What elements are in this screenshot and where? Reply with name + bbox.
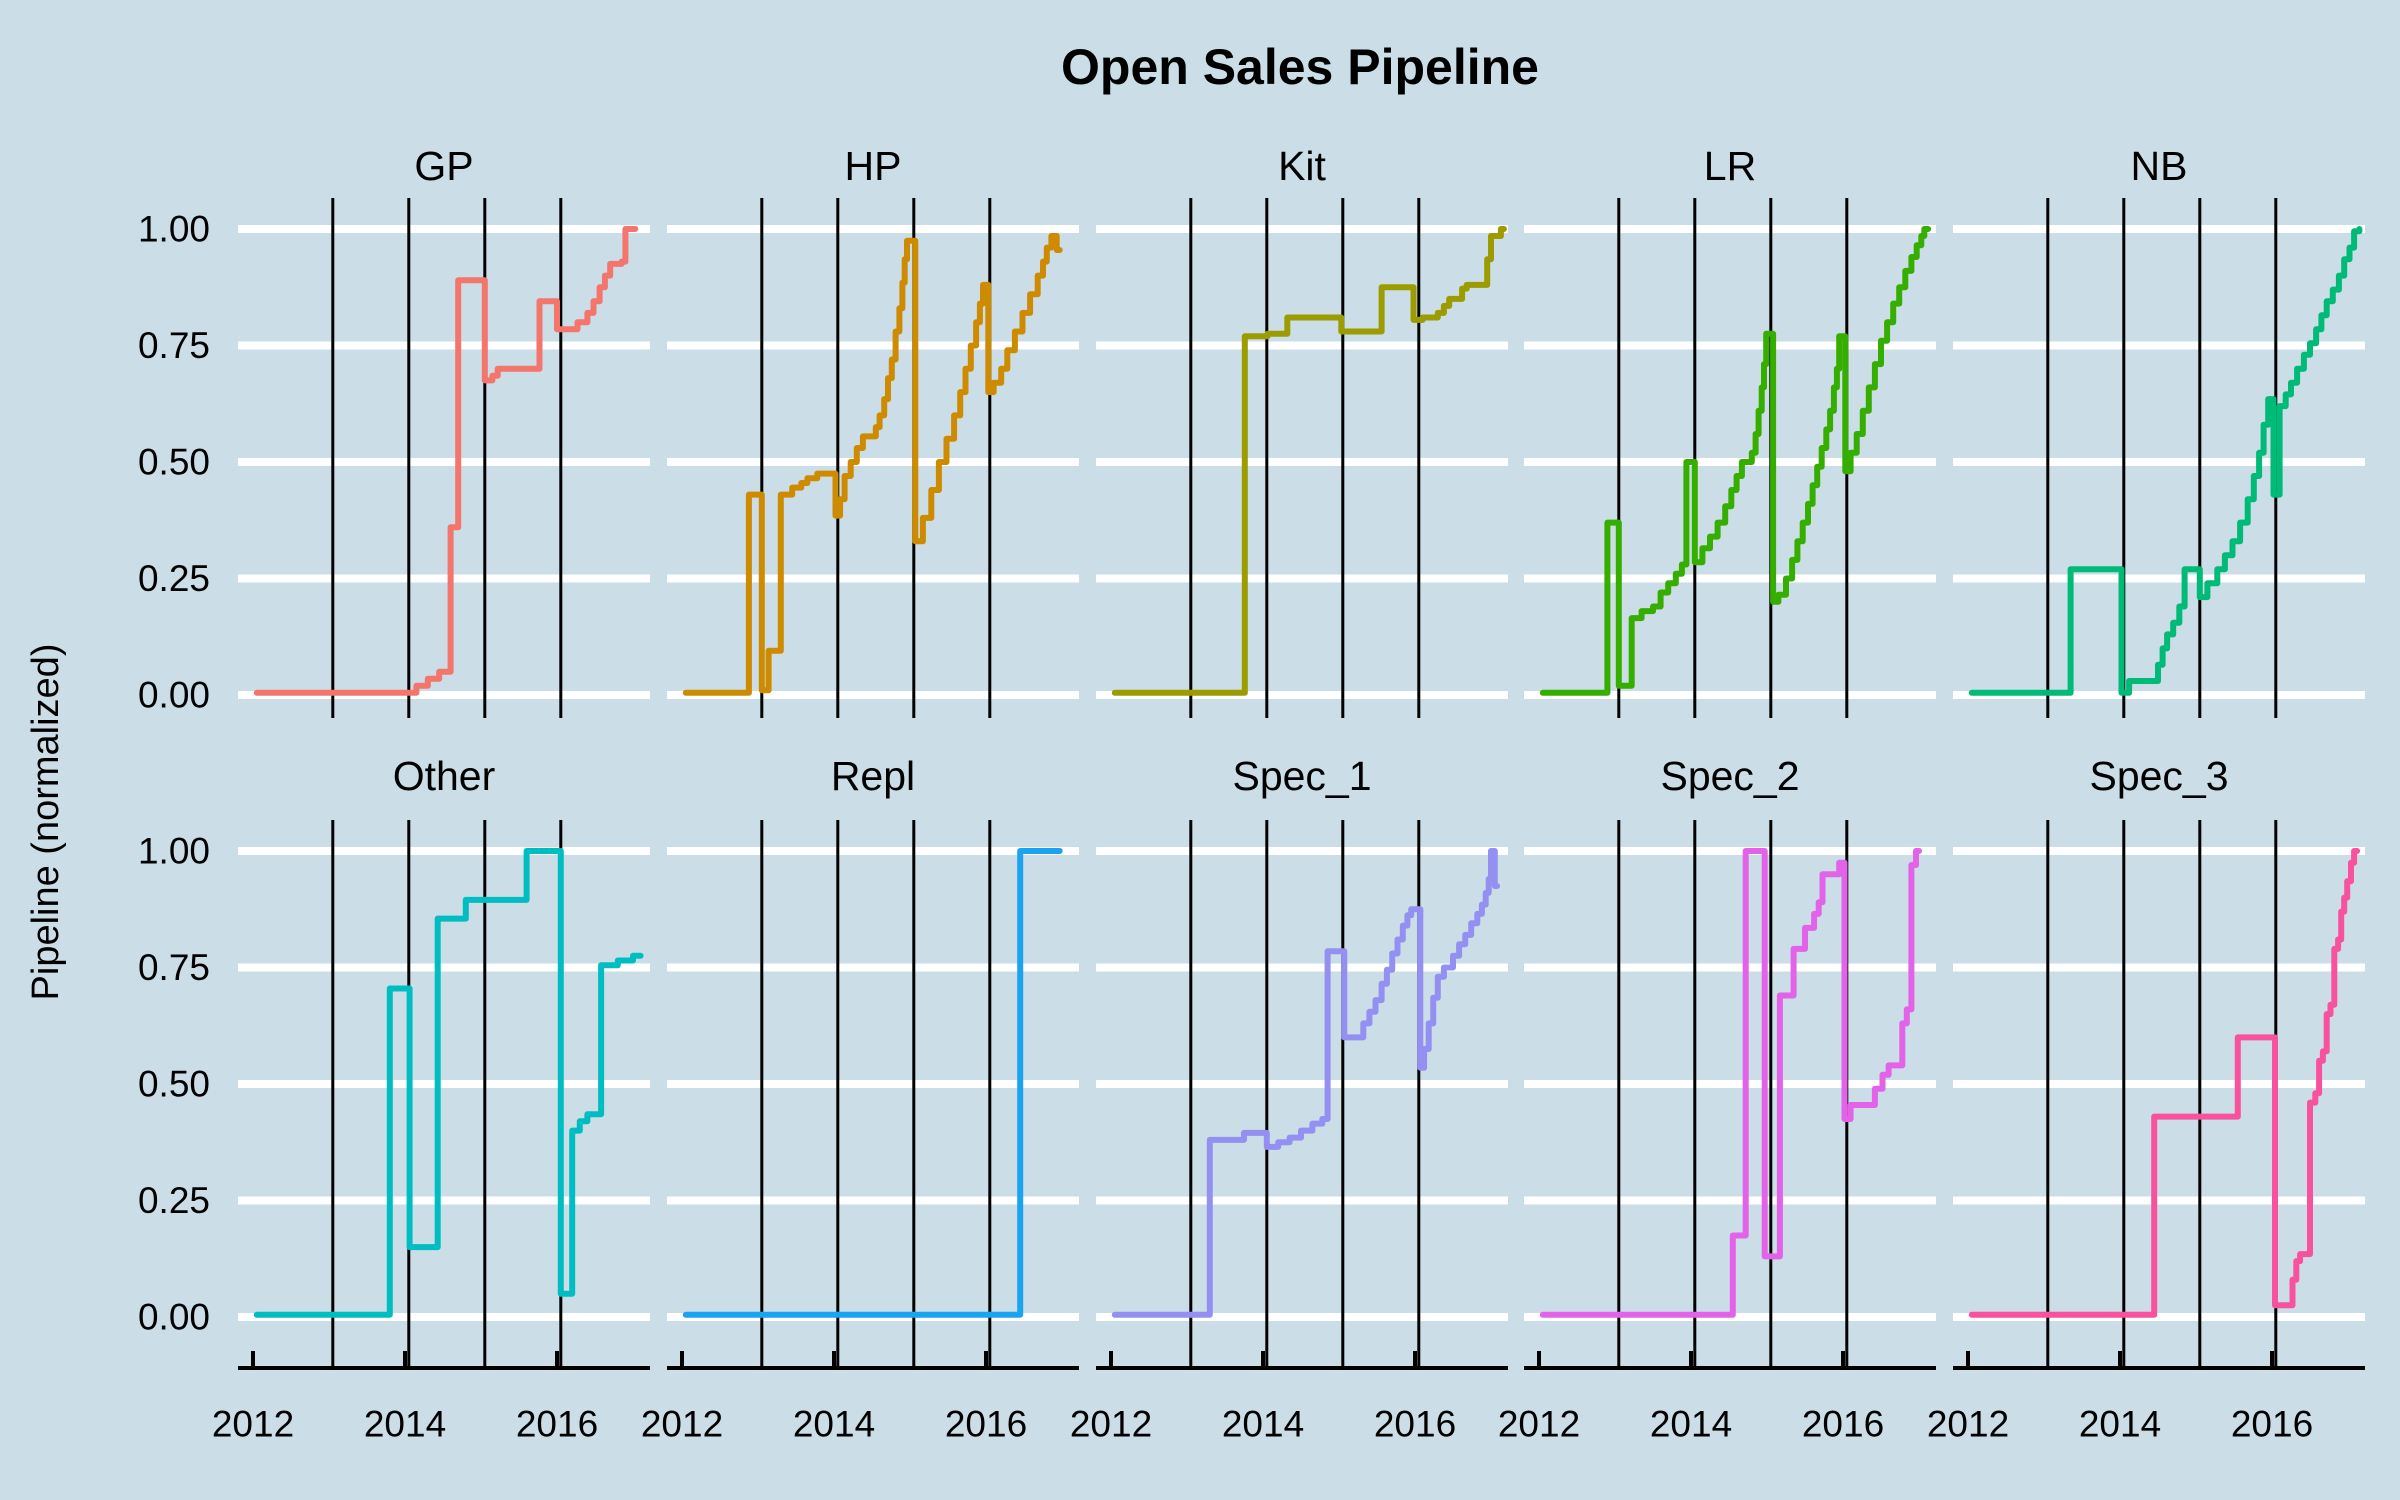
x-tick-label: 2014 (1650, 1404, 1732, 1445)
facet-panel-Spec_3: 2012 2014 2016 Spec_3 (1927, 753, 2365, 1445)
x-tick-label: 2016 (2231, 1404, 2313, 1445)
chart-title: Open Sales Pipeline (1061, 39, 1539, 95)
facet-panel-HP: HP (667, 143, 1079, 718)
step-line-Spec_3 (1968, 848, 2361, 1318)
step-line-Spec_2 (1539, 848, 1922, 1318)
y-tick-label: 0.50 (138, 1064, 210, 1105)
y-tick-label: 0.25 (138, 1180, 210, 1221)
step-line-Repl (682, 848, 1063, 1318)
x-tick-label: 2012 (641, 1404, 723, 1445)
facet-panel-Kit: Kit (1096, 143, 1508, 718)
facet-title-Other: Other (393, 753, 496, 799)
y-axis-label: Pipeline (normalized) (25, 644, 67, 1001)
x-tick-label: 2014 (1222, 1404, 1304, 1445)
facet-title-LR: LR (1704, 143, 1756, 189)
facet-title-Spec_1: Spec_1 (1232, 753, 1371, 799)
facet-panel-Other: 2012 2014 2016 0.00 0.25 0.50 0.75 1.00 Other (138, 753, 650, 1445)
step-line-Kit (1111, 226, 1507, 696)
y-tick-label: 1.00 (138, 209, 210, 250)
x-tick-label: 2016 (1802, 1404, 1884, 1445)
y-tick-label: 1.00 (138, 831, 210, 872)
facet-panel-GP: 0.00 0.25 0.50 0.75 1.00 GP (138, 143, 650, 718)
x-tick-label: 2012 (1498, 1404, 1580, 1445)
facet-title-NB: NB (2131, 143, 2188, 189)
facet-panel-Repl: 2012 2014 2016 Repl (641, 753, 1079, 1445)
facet-panel-LR: LR (1524, 143, 1936, 718)
step-line-LR (1539, 226, 1932, 696)
y-tick-label: 0.00 (138, 675, 210, 716)
y-tick-label: 0.25 (138, 558, 210, 599)
y-tick-label: 0.75 (138, 947, 210, 988)
x-tick-label: 2012 (212, 1404, 294, 1445)
step-line-Other (253, 848, 644, 1318)
step-line-HP (682, 233, 1063, 696)
facet-title-GP: GP (414, 143, 473, 189)
facet-panel-Spec_2: 2012 2014 2016 Spec_2 (1498, 753, 1936, 1445)
step-line-NB (1968, 226, 2363, 696)
facet-title-Kit: Kit (1278, 143, 1326, 189)
step-line-GP (253, 226, 639, 696)
x-tick-label: 2014 (364, 1404, 446, 1445)
facet-title-Spec_3: Spec_3 (2089, 753, 2228, 799)
facet-panel-NB: NB (1953, 143, 2365, 718)
facet-title-HP: HP (845, 143, 902, 189)
x-tick-label: 2014 (793, 1404, 875, 1445)
facet-title-Spec_2: Spec_2 (1660, 753, 1799, 799)
y-tick-label: 0.00 (138, 1297, 210, 1338)
x-tick-label: 2016 (945, 1404, 1027, 1445)
x-tick-label: 2012 (1927, 1404, 2009, 1445)
x-tick-label: 2016 (1374, 1404, 1456, 1445)
facet-title-Repl: Repl (831, 753, 915, 799)
x-tick-label: 2014 (2079, 1404, 2161, 1445)
y-tick-label: 0.50 (138, 442, 210, 483)
step-line-Spec_1 (1111, 848, 1501, 1318)
x-tick-label: 2016 (516, 1404, 598, 1445)
facet-panel-Spec_1: 2012 2014 2016 Spec_1 (1070, 753, 1508, 1445)
x-tick-label: 2012 (1070, 1404, 1152, 1445)
y-tick-label: 0.75 (138, 325, 210, 366)
